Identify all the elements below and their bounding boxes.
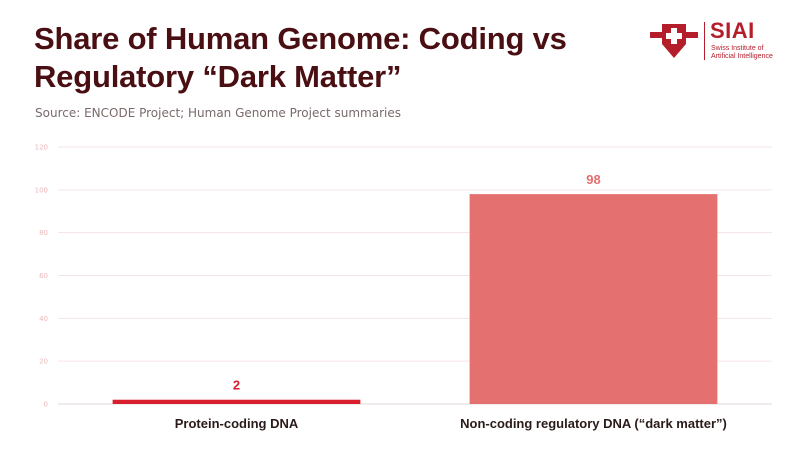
bar xyxy=(469,194,718,404)
logo-brand: SIAI xyxy=(710,18,755,43)
y-tick-label: 80 xyxy=(39,229,48,237)
y-tick-label: 0 xyxy=(44,401,48,409)
chart-source: Source: ENCODE Project; Human Genome Pro… xyxy=(35,106,401,120)
bars xyxy=(112,194,718,404)
siai-logo: SIAI Swiss Institute of Artificial Intel… xyxy=(648,18,778,62)
category-label: Protein-coding DNA xyxy=(175,416,299,431)
y-tick-label: 60 xyxy=(39,272,48,280)
y-tick-label: 100 xyxy=(35,186,48,194)
swiss-shield-icon xyxy=(650,24,698,58)
y-tick-label: 40 xyxy=(39,315,48,323)
y-tick-label: 20 xyxy=(39,358,48,366)
chart-title: Share of Human Genome: Coding vs Regulat… xyxy=(34,21,567,94)
data-label: 98 xyxy=(586,172,600,187)
bar xyxy=(112,399,361,404)
logo-divider xyxy=(704,22,705,60)
data-label: 2 xyxy=(233,378,240,393)
labels: 2 Protein-coding DNA 98 Non-coding regulato… xyxy=(175,172,727,431)
y-tick-label: 120 xyxy=(35,144,48,152)
logo-tagline: Swiss Institute of Artificial Intelligen… xyxy=(711,45,773,60)
category-label: Non-coding regulatory DNA (“dark matter”… xyxy=(460,416,727,431)
